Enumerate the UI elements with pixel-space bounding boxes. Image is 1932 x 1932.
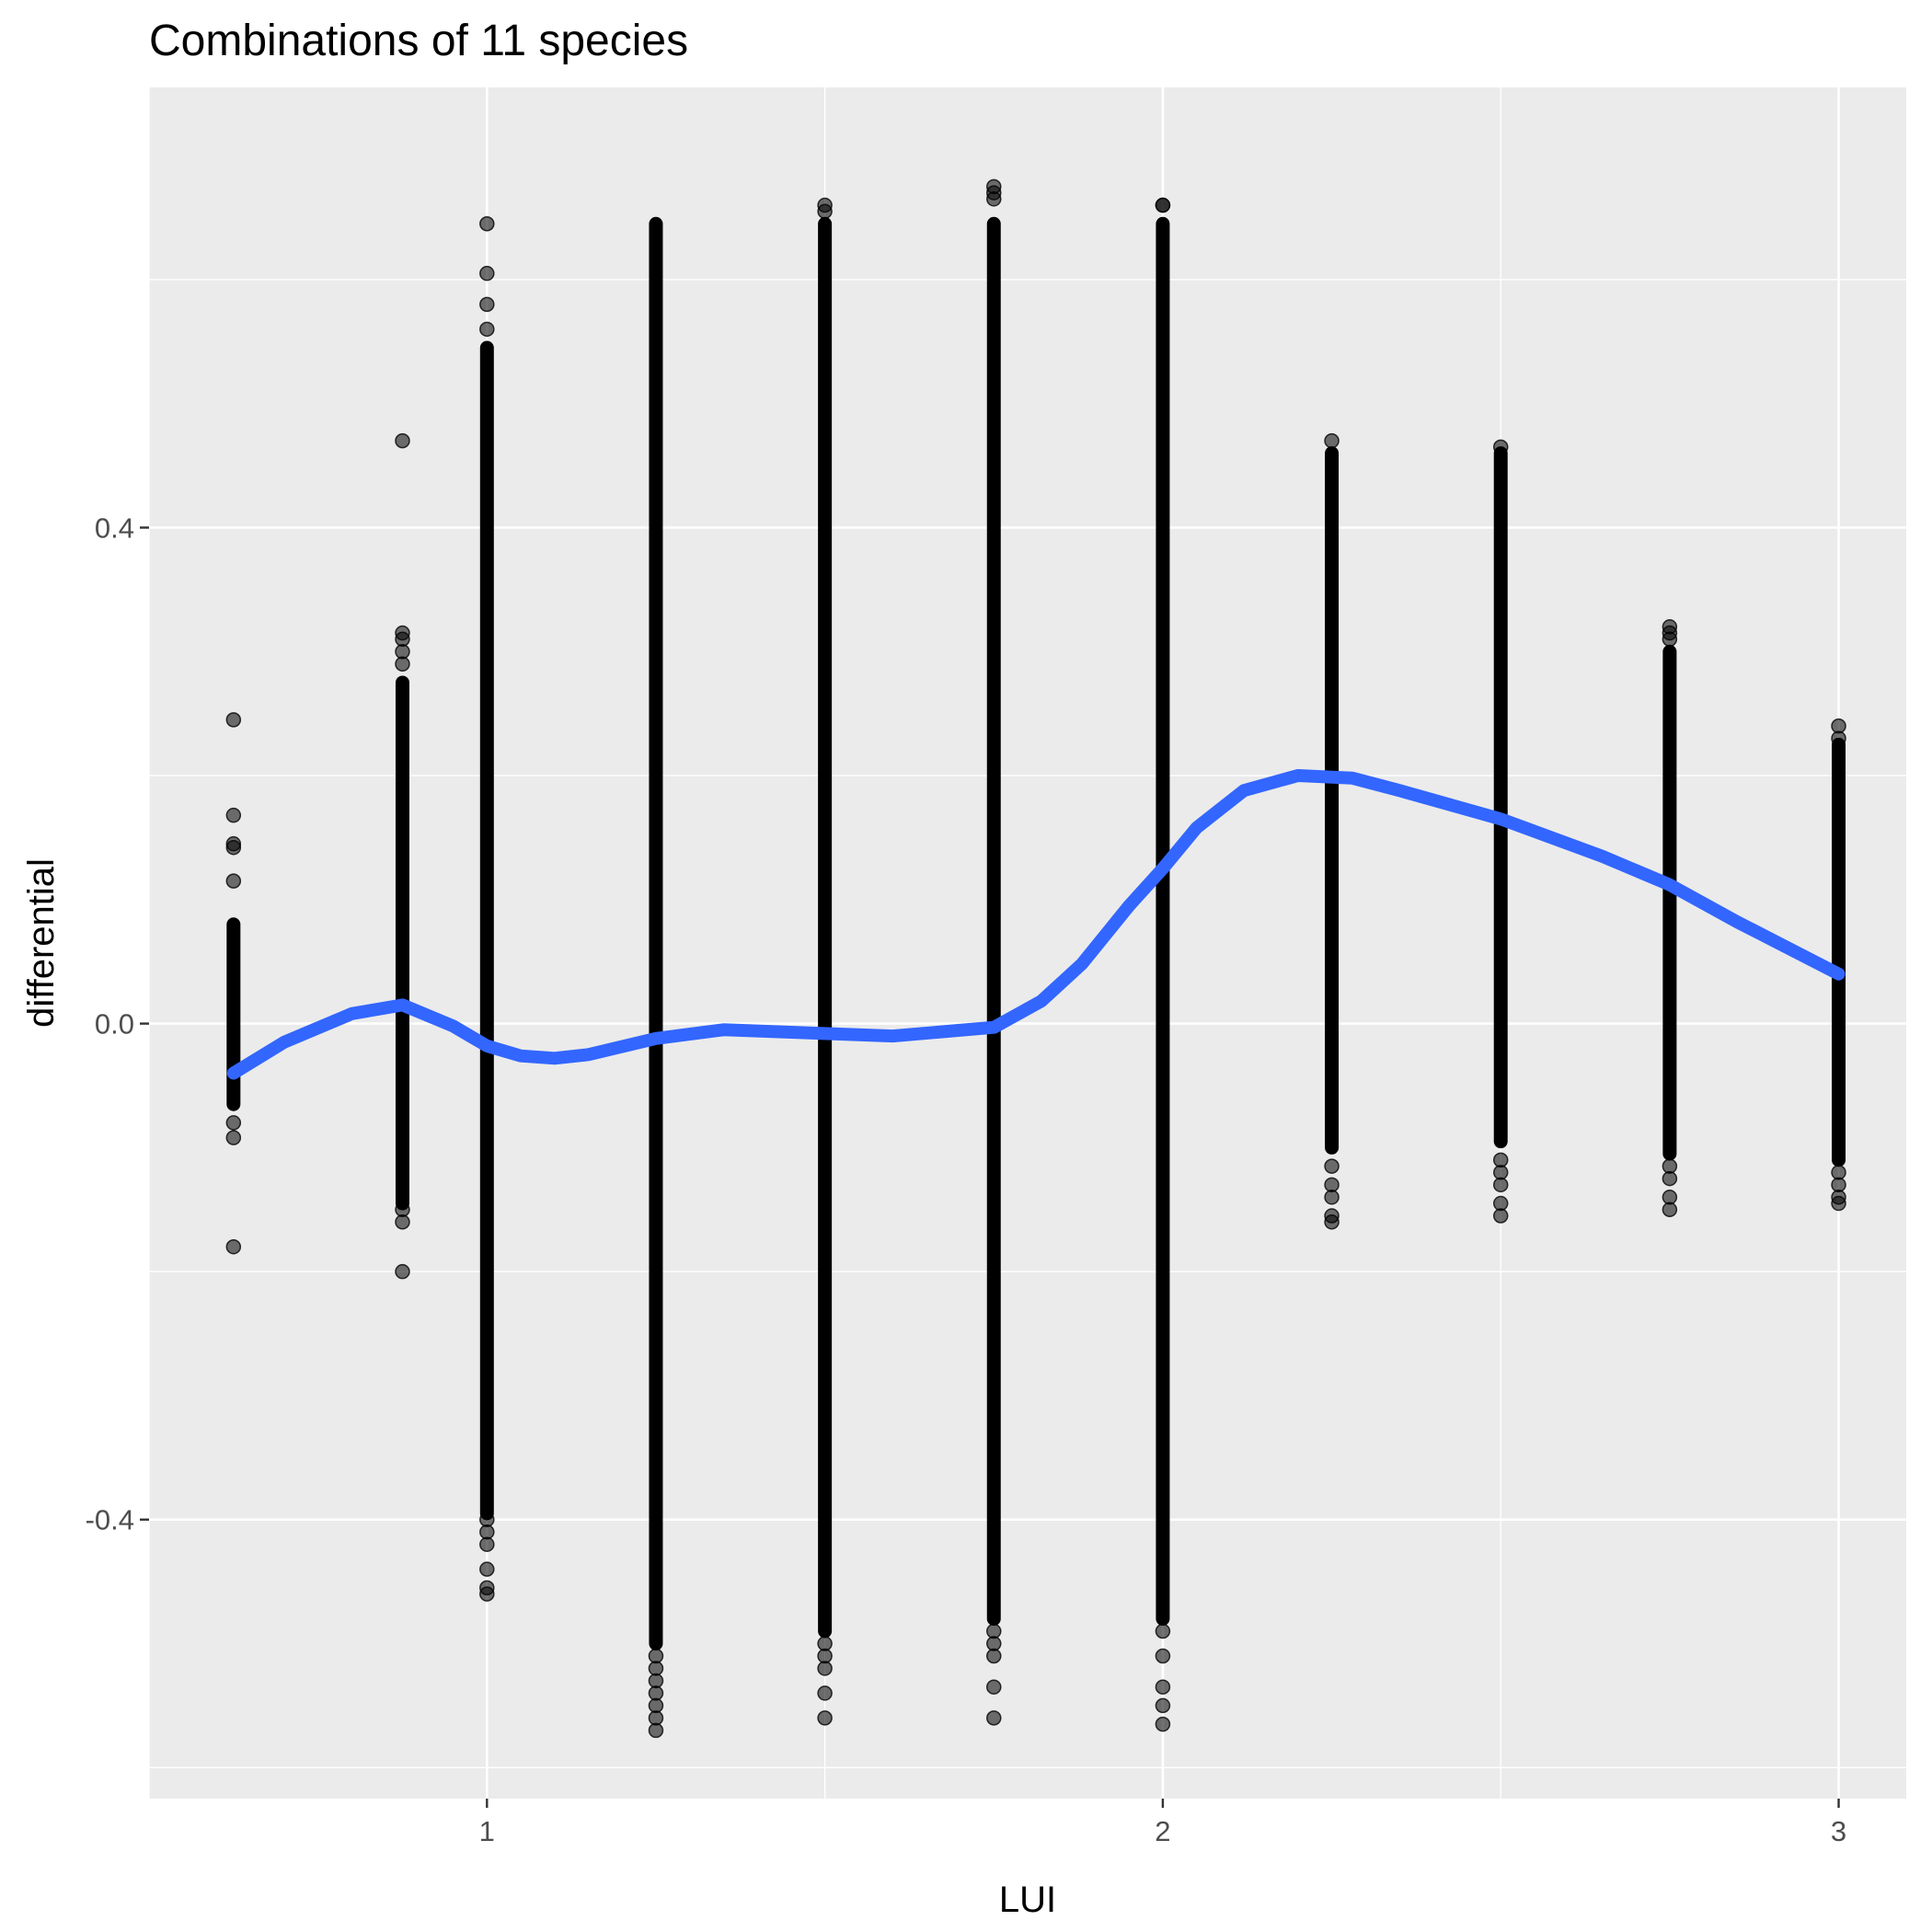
- scatter-point: [1492, 1177, 1509, 1193]
- scatter-point: [1324, 1158, 1340, 1174]
- scatter-point: [1492, 1208, 1509, 1224]
- scatter-point: [395, 656, 410, 672]
- x-axis-ticks: 1 2 3: [479, 1799, 1846, 1847]
- scatter-point: [986, 1710, 1002, 1726]
- scatter-point: [1155, 1623, 1171, 1639]
- scatter-point: [395, 432, 410, 449]
- scatter-point: [986, 1648, 1002, 1664]
- x-tick-label: 1: [479, 1815, 495, 1847]
- scatter-point: [1324, 432, 1340, 449]
- scatter-point: [1155, 1697, 1171, 1714]
- scatter-point: [225, 712, 242, 728]
- scatter-point: [817, 1661, 833, 1676]
- scatter-point: [225, 873, 242, 889]
- scatter-point: [479, 1586, 495, 1602]
- scatter-point: [225, 1130, 242, 1145]
- y-tick-label: -0.4: [86, 1504, 134, 1536]
- scatter-point: [1831, 1195, 1846, 1212]
- scatter-point: [1324, 1214, 1340, 1230]
- scatter-point: [225, 839, 242, 856]
- scatter-point: [1492, 439, 1509, 455]
- y-tick-label: 0.4: [95, 512, 134, 544]
- scatter-point: [479, 321, 495, 338]
- x-axis-title: LUI: [999, 1880, 1056, 1920]
- scatter-point: [1662, 631, 1678, 648]
- scatter-point: [479, 296, 495, 313]
- scatter-point: [479, 1561, 495, 1577]
- scatter-point: [648, 1722, 664, 1739]
- scatter-point: [817, 1685, 833, 1701]
- scatter-point: [1662, 1170, 1678, 1187]
- scatter-point: [395, 1214, 410, 1230]
- scatter-point: [817, 1710, 833, 1726]
- plot-panel: [149, 87, 1906, 1799]
- chart-title: Combinations of 11 species: [149, 17, 688, 65]
- scatter-point: [986, 1679, 1002, 1695]
- scatter-point: [395, 1263, 410, 1280]
- x-tick-label: 2: [1155, 1815, 1170, 1847]
- scatter-point: [479, 216, 495, 232]
- smooth-trend-line: [226, 769, 1846, 1080]
- scatter-point: [479, 1536, 495, 1552]
- scatter-point: [1155, 1648, 1171, 1664]
- scatter-point: [225, 1115, 242, 1131]
- scatter-point: [1324, 1190, 1340, 1205]
- scatter-point: [986, 178, 1002, 195]
- scatter-point: [1155, 197, 1171, 213]
- scatter-point: [225, 807, 242, 823]
- y-tick-label: 0.0: [95, 1008, 134, 1041]
- scatter-point: [1155, 1679, 1171, 1695]
- scatter-point: [1831, 730, 1846, 746]
- scatter-point: [1155, 1716, 1171, 1732]
- y-axis-title: differential: [21, 858, 62, 1028]
- x-tick-label: 3: [1831, 1815, 1846, 1847]
- y-axis-ticks: -0.4 0.0 0.4: [86, 512, 149, 1536]
- scatter-point: [1662, 1202, 1678, 1218]
- scatter-point: [479, 265, 495, 282]
- scatter-point: [225, 1238, 242, 1255]
- scatter-point: [817, 197, 833, 213]
